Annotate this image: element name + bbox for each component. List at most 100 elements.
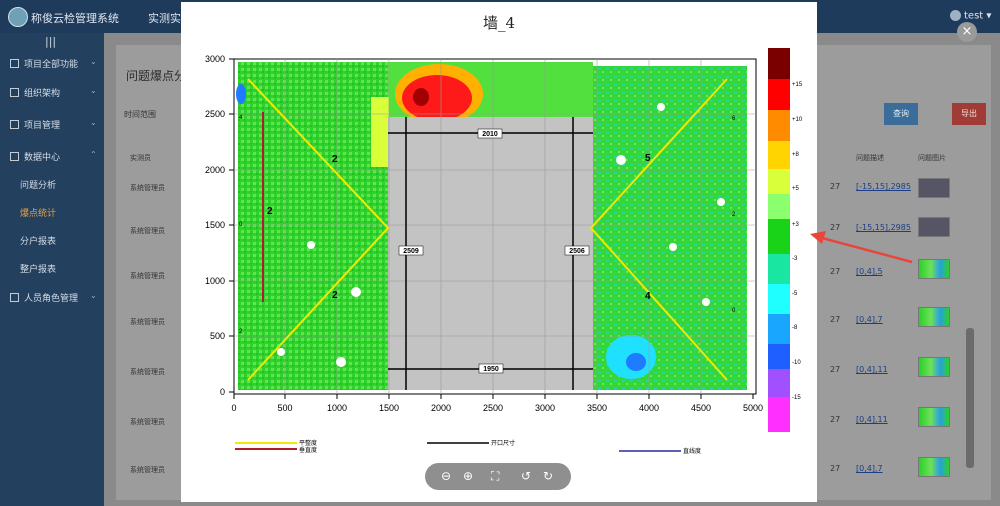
column-header: 实测员 xyxy=(130,154,151,162)
svg-text:2500: 2500 xyxy=(205,109,225,119)
svg-text:2: 2 xyxy=(732,212,736,218)
svg-text:6: 6 xyxy=(732,116,736,122)
svg-text:1950: 1950 xyxy=(483,366,499,373)
svg-text:+15: +15 xyxy=(792,82,803,88)
sidebar-item-data-center[interactable]: 数据中心 xyxy=(10,150,60,163)
table-cell-number: 27 xyxy=(830,415,841,424)
location-icon xyxy=(10,88,19,97)
svg-text:1500: 1500 xyxy=(205,220,225,230)
svg-text:2000: 2000 xyxy=(431,403,451,413)
edge-marks: 4 0 2 6 2 0 xyxy=(239,115,736,335)
problem-thumbnail[interactable] xyxy=(918,307,950,327)
image-preview-modal: 墙_4 xyxy=(181,2,817,502)
sidebar-item-household-report[interactable]: 分户报表 xyxy=(20,237,57,247)
colorbar xyxy=(768,48,790,432)
svg-text:1000: 1000 xyxy=(205,276,225,286)
svg-text:-8: -8 xyxy=(792,325,798,331)
problem-thumbnail[interactable] xyxy=(918,217,950,237)
avatar-icon xyxy=(950,10,961,21)
svg-text:4: 4 xyxy=(239,115,243,121)
problem-thumbnail[interactable] xyxy=(918,457,950,477)
problem-thumbnail[interactable] xyxy=(918,178,950,198)
rotate-right-icon[interactable]: ↻ xyxy=(543,469,554,483)
sidebar-item-roles[interactable]: 人员角色管理 xyxy=(10,291,78,304)
table-cell-description[interactable]: [0,4],11 xyxy=(856,365,888,374)
problem-thumbnail[interactable] xyxy=(918,357,950,377)
table-cell-number: 27 xyxy=(830,182,841,191)
sidebar-item-all-functions[interactable]: 项目全部功能 xyxy=(10,57,78,70)
svg-text:5000: 5000 xyxy=(743,403,763,413)
user-menu[interactable]: test ▾ xyxy=(950,10,991,22)
table-cell-description[interactable]: [0,4],7 xyxy=(856,464,883,473)
problem-thumbnail[interactable] xyxy=(918,259,950,279)
table-cell-user: 系统管理员 xyxy=(130,318,165,326)
sidebar-item-project[interactable]: 项目管理 xyxy=(10,118,60,131)
svg-text:平整度: 平整度 xyxy=(299,439,317,447)
svg-text:2: 2 xyxy=(332,154,338,165)
heat-spot-blue xyxy=(626,353,646,371)
table-cell-description[interactable]: [0,4],5 xyxy=(856,267,883,276)
svg-text:-15: -15 xyxy=(792,395,801,401)
chevron-down-icon: ⌄ xyxy=(90,57,97,66)
table-cell-description[interactable]: [-15,15],2985 xyxy=(856,223,911,232)
svg-text:+8: +8 xyxy=(792,152,800,158)
chevron-down-icon: ⌄ xyxy=(90,291,97,300)
table-cell-description[interactable]: [0,4],11 xyxy=(856,415,888,424)
svg-text:500: 500 xyxy=(210,331,225,341)
svg-text:2: 2 xyxy=(267,206,273,217)
svg-text:5: 5 xyxy=(645,153,651,164)
svg-text:1000: 1000 xyxy=(327,403,347,413)
svg-text:2000: 2000 xyxy=(205,165,225,175)
database-icon xyxy=(10,152,19,161)
svg-text:2010: 2010 xyxy=(482,131,498,138)
table-cell-description[interactable]: [-15,15],2985 xyxy=(856,182,911,191)
deviation-heatmap-plot: 2010 1950 2509 2506 2 2 2 5 4 4 0 2 6 2 … xyxy=(205,48,803,455)
svg-text:3500: 3500 xyxy=(587,403,607,413)
svg-text:2506: 2506 xyxy=(569,248,585,255)
plot-legend: 平整度 垂直度 开口尺寸 直线度 xyxy=(235,439,701,455)
query-button[interactable]: 查询 xyxy=(884,103,918,125)
table-cell-user: 系统管理员 xyxy=(130,184,165,192)
chevron-down-icon: ⌄ xyxy=(90,118,97,127)
zoom-out-icon[interactable]: ⊖ xyxy=(441,469,452,483)
rotate-left-icon[interactable]: ↺ xyxy=(521,469,532,483)
sidebar-item-org[interactable]: 组织架构 xyxy=(10,86,60,99)
svg-text:2500: 2500 xyxy=(483,403,503,413)
dimension-labels: 2010 1950 2509 2506 xyxy=(398,128,590,374)
heat-spot-red xyxy=(402,75,472,121)
table-cell-description[interactable]: [0,4],7 xyxy=(856,315,883,324)
table-cell-number: 27 xyxy=(830,315,841,324)
table-cell-user: 系统管理员 xyxy=(130,272,165,280)
chevron-up-icon: ⌃ xyxy=(90,150,97,159)
table-cell-user: 系统管理员 xyxy=(130,418,165,426)
heat-spot-yellow xyxy=(371,97,389,167)
export-button[interactable]: 导出 xyxy=(952,103,986,125)
close-icon[interactable]: × xyxy=(957,22,977,42)
svg-text:0: 0 xyxy=(220,387,225,397)
heat-region-left xyxy=(238,62,388,390)
page-title: 问题爆点分 xyxy=(126,69,187,83)
svg-text:+5: +5 xyxy=(792,186,800,192)
svg-text:垂直度: 垂直度 xyxy=(299,446,317,454)
sidebar-item-whole-report[interactable]: 整户报表 xyxy=(20,265,57,275)
app-title: 称俊云检管理系统 xyxy=(31,12,119,25)
svg-text:-10: -10 xyxy=(792,360,801,366)
svg-text:4: 4 xyxy=(645,291,651,302)
menu-toggle-icon[interactable]: ||| xyxy=(45,35,57,48)
svg-text:2: 2 xyxy=(239,329,243,335)
heat-spot-blue-edge xyxy=(236,84,246,104)
sidebar-item-problem-analysis[interactable]: 问题分析 xyxy=(20,181,57,191)
svg-text:开口尺寸: 开口尺寸 xyxy=(491,439,515,447)
svg-text:2: 2 xyxy=(332,290,338,301)
x-tick-labels: 0 500 1000 1500 2000 2500 3000 3500 4000… xyxy=(231,403,763,413)
problem-thumbnail[interactable] xyxy=(918,407,950,427)
svg-text:4500: 4500 xyxy=(691,403,711,413)
zoom-in-icon[interactable]: ⊕ xyxy=(463,469,474,483)
grid-icon xyxy=(10,59,19,68)
svg-text:-3: -3 xyxy=(792,256,798,262)
sidebar-item-burst-stats[interactable]: 爆点统计 xyxy=(20,209,57,219)
table-cell-user: 系统管理员 xyxy=(130,227,165,235)
heat-spot-darkred xyxy=(413,88,429,106)
fullscreen-icon[interactable]: ⛶ xyxy=(491,469,500,483)
scrollbar[interactable] xyxy=(966,328,974,468)
